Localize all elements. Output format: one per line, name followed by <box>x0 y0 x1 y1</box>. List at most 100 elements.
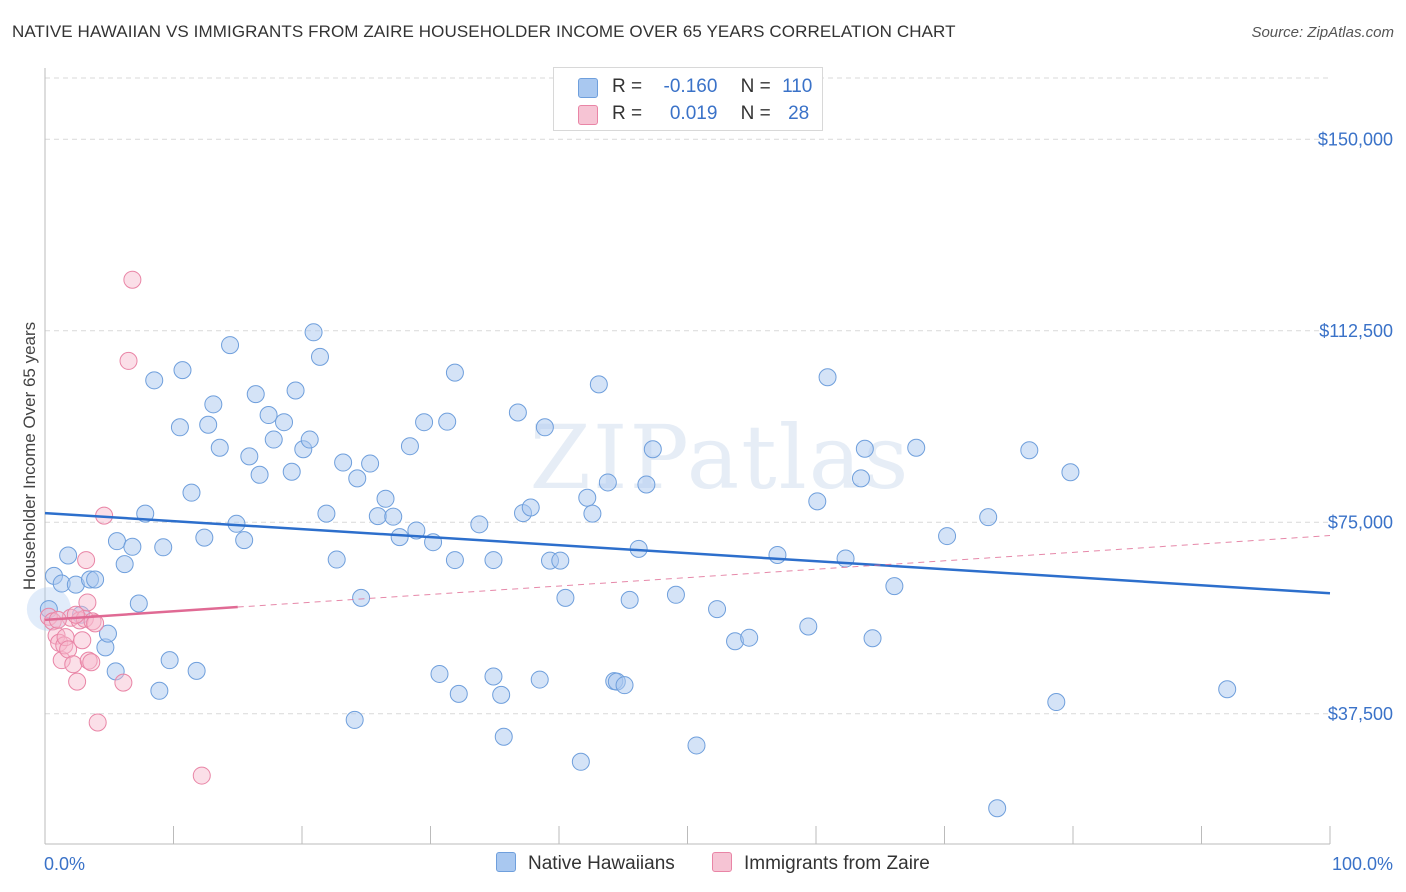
data-point <box>666 585 685 604</box>
data-point <box>938 527 957 546</box>
data-point <box>345 710 364 729</box>
data-point <box>73 631 92 650</box>
data-point <box>445 551 464 570</box>
y-tick-label: $37,500 <box>1328 704 1393 724</box>
data-point <box>59 546 78 565</box>
data-point <box>598 473 617 492</box>
y-tick-label: $150,000 <box>1318 129 1393 149</box>
data-point <box>643 440 662 459</box>
data-point <box>334 453 353 472</box>
legend-label: Native Hawaiians <box>528 853 675 874</box>
data-point <box>129 594 148 613</box>
data-point <box>551 551 570 570</box>
data-point <box>855 439 874 458</box>
data-point <box>246 385 265 404</box>
data-point <box>578 488 597 507</box>
data-point <box>86 570 105 589</box>
data-point <box>150 681 169 700</box>
legend-swatch-blue <box>496 852 516 872</box>
data-point <box>240 447 259 466</box>
trend-line-native-hawaiians <box>44 511 1331 595</box>
data-point <box>390 528 409 547</box>
data-point <box>352 588 371 607</box>
x-tick-labels: 0.0% 100.0% <box>44 854 1393 874</box>
data-point <box>195 528 214 547</box>
data-point <box>275 413 294 432</box>
data-point <box>82 653 101 672</box>
series-native-hawaiians <box>26 323 1237 818</box>
legend-n-label: N = <box>740 76 771 97</box>
data-point <box>885 577 904 596</box>
legend-swatch-pink <box>712 852 732 872</box>
data-point <box>361 454 380 473</box>
data-point <box>210 438 229 457</box>
data-point <box>615 676 634 695</box>
legend-r-value: -0.160 <box>663 76 718 97</box>
y-tick-label: $75,000 <box>1328 512 1393 532</box>
data-point <box>799 617 818 636</box>
legend-r-value: 0.019 <box>669 103 718 124</box>
data-point <box>988 799 1007 818</box>
data-point <box>979 508 998 527</box>
data-point <box>107 532 126 551</box>
data-point <box>317 504 336 523</box>
data-point <box>160 651 179 670</box>
data-point <box>114 673 133 692</box>
data-point <box>88 713 107 732</box>
data-point <box>123 537 142 556</box>
correlation-legend: R = -0.160 N = 110 R = 0.019 N = 28 <box>553 67 823 131</box>
x-tick-label-max: 100.0% <box>1332 854 1393 874</box>
data-point <box>535 418 554 437</box>
data-point <box>768 545 787 564</box>
data-point <box>808 492 827 511</box>
data-point <box>470 515 489 534</box>
data-point <box>637 475 656 494</box>
data-point <box>438 412 457 431</box>
data-point <box>259 406 278 425</box>
data-point <box>77 551 96 570</box>
gridlines <box>45 77 1330 715</box>
data-point <box>851 469 870 488</box>
data-point <box>119 351 138 370</box>
legend-n-value: 28 <box>788 103 810 124</box>
data-point <box>199 415 218 434</box>
data-point <box>154 538 173 557</box>
data-point <box>173 361 192 380</box>
data-point <box>327 550 346 569</box>
data-point <box>235 531 254 550</box>
legend-item-native-hawaiians: Native Hawaiians <box>496 852 675 875</box>
data-point <box>484 551 503 570</box>
data-point <box>571 752 590 771</box>
series-immigrants-from-zaire <box>39 270 211 785</box>
legend-item-immigrants-from-zaire: Immigrants from Zaire <box>712 852 930 875</box>
data-point <box>52 651 71 670</box>
data-point <box>368 507 387 526</box>
data-point <box>407 521 426 540</box>
data-point <box>740 628 759 647</box>
axes <box>44 68 1331 845</box>
source-label: Source: ZipAtlas.com <box>1251 24 1394 41</box>
data-point <box>1020 441 1039 460</box>
data-point <box>1047 693 1066 712</box>
data-point <box>310 347 329 366</box>
data-point <box>430 664 449 683</box>
data-point <box>620 590 639 609</box>
legend-n-value: 110 <box>782 76 813 97</box>
data-point <box>170 418 189 437</box>
data-point <box>66 605 85 624</box>
data-point <box>86 614 105 633</box>
data-point <box>98 624 117 643</box>
data-point <box>68 672 87 691</box>
data-point <box>221 336 240 355</box>
legend-r-label: R = <box>612 103 643 124</box>
y-tick-label: $112,500 <box>1319 321 1393 341</box>
data-point <box>264 430 283 449</box>
data-point <box>445 363 464 382</box>
data-point <box>1218 680 1237 699</box>
data-point <box>708 600 727 619</box>
data-point <box>400 437 419 456</box>
trend-lines <box>44 511 1331 622</box>
data-point <box>521 498 540 517</box>
data-point <box>384 507 403 526</box>
